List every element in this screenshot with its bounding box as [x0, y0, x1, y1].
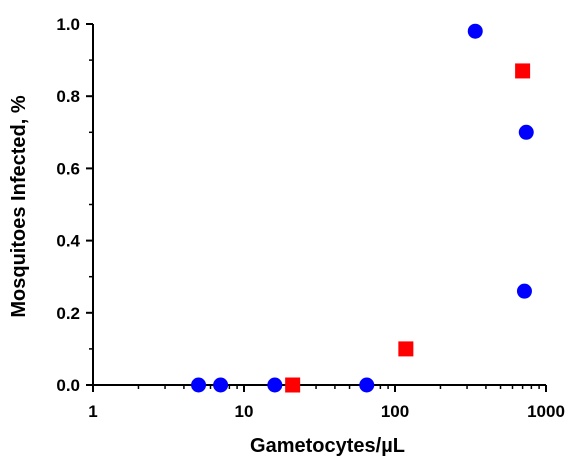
data-points — [191, 23, 534, 393]
square-marker — [515, 63, 531, 79]
circle-marker — [467, 23, 483, 39]
x-ticks: 1 10 100 1000 — [88, 385, 565, 421]
x-tick-label: 100 — [381, 402, 409, 421]
y-tick-label: 0.8 — [56, 87, 80, 106]
y-tick-label: 0.6 — [56, 159, 80, 178]
x-axis-title: Gametocytes/µL — [250, 435, 405, 457]
circle-marker — [359, 377, 375, 393]
axes — [92, 24, 546, 386]
y-tick-label: 1.0 — [56, 15, 80, 34]
x-tick-label: 1000 — [527, 402, 565, 421]
circle-marker — [518, 124, 534, 140]
circle-marker — [191, 377, 207, 393]
y-tick-label: 0.4 — [56, 232, 80, 251]
y-ticks: 0.0 0.2 0.4 0.6 0.8 1.0 — [56, 15, 93, 395]
y-tick-label: 0.0 — [56, 376, 80, 395]
x-tick-label: 10 — [235, 402, 254, 421]
circle-marker — [267, 377, 283, 393]
y-axis-title: Mosquitoes Infected, % — [8, 95, 30, 317]
x-tick-label: 1 — [88, 402, 97, 421]
circle-marker — [213, 377, 229, 393]
circle-marker — [516, 283, 532, 299]
square-marker — [398, 341, 414, 357]
square-marker — [285, 377, 301, 393]
y-tick-label: 0.2 — [56, 304, 80, 323]
